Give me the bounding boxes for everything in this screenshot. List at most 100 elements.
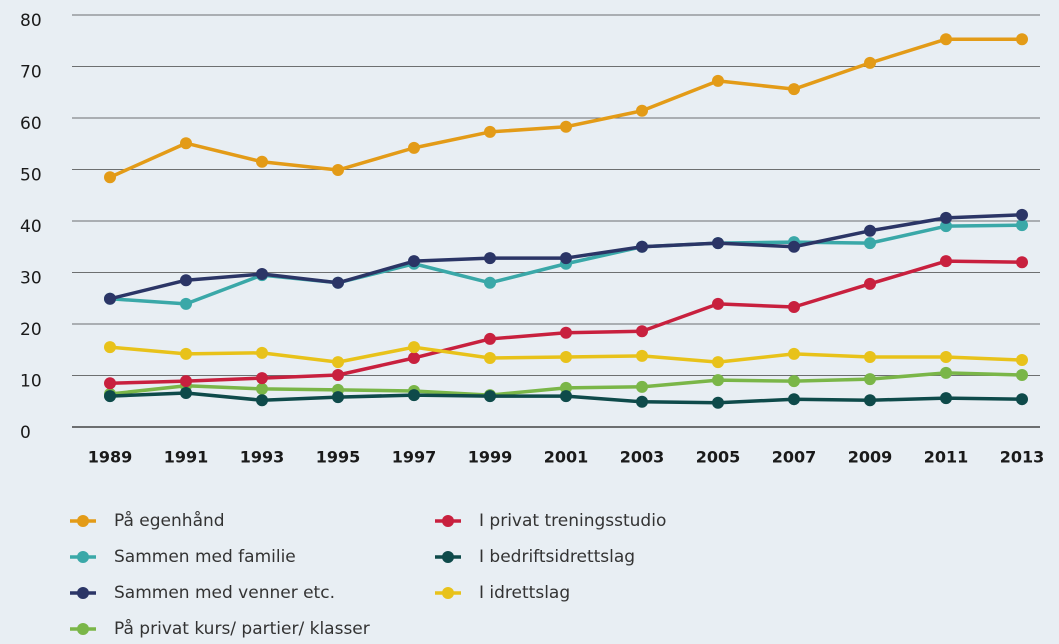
x-tick-label: 1999 <box>468 448 513 467</box>
data-point <box>256 346 268 359</box>
data-point <box>788 393 800 406</box>
x-tick-label: 1995 <box>316 448 361 467</box>
x-tick-label: 1993 <box>240 448 285 467</box>
data-point <box>864 373 876 386</box>
y-tick-label: 70 <box>20 63 42 83</box>
data-point <box>940 220 952 233</box>
data-point <box>484 125 496 138</box>
data-point <box>788 240 800 253</box>
data-point <box>180 137 192 150</box>
legend-label: På egenhånd <box>114 510 225 531</box>
data-point <box>104 377 116 390</box>
data-point <box>788 375 800 388</box>
data-point <box>712 356 724 369</box>
legend-label: I idrettslag <box>479 583 570 603</box>
x-tick-label: 1991 <box>164 448 209 467</box>
data-point <box>864 350 876 363</box>
data-point <box>180 387 192 400</box>
data-point <box>332 276 344 289</box>
data-point <box>636 325 648 338</box>
data-point <box>636 395 648 408</box>
data-point <box>256 382 268 395</box>
data-point <box>332 164 344 177</box>
y-tick-label: 40 <box>20 217 42 237</box>
data-point <box>408 141 420 154</box>
y-tick-label: 10 <box>20 372 42 392</box>
data-point <box>256 155 268 168</box>
data-point <box>712 396 724 409</box>
data-point <box>788 83 800 96</box>
legend-label: Sammen med venner etc. <box>114 583 335 603</box>
data-point <box>180 274 192 287</box>
data-point <box>408 351 420 364</box>
data-point <box>332 368 344 381</box>
data-point <box>1016 354 1028 367</box>
data-point <box>1016 219 1028 232</box>
data-point <box>864 277 876 290</box>
data-point <box>560 390 572 403</box>
data-point <box>636 104 648 117</box>
data-point <box>408 389 420 402</box>
data-point <box>104 292 116 305</box>
data-point <box>256 268 268 281</box>
x-tick-label: 1989 <box>88 448 133 467</box>
data-point <box>788 301 800 314</box>
x-tick-label: 2009 <box>848 448 893 467</box>
data-point <box>484 332 496 345</box>
data-point <box>712 74 724 87</box>
data-point <box>1016 393 1028 406</box>
data-point <box>864 394 876 407</box>
data-point <box>864 56 876 69</box>
data-point <box>1016 256 1028 269</box>
data-point <box>180 375 192 388</box>
data-point <box>332 391 344 404</box>
data-point <box>180 347 192 360</box>
x-tick-label: 2003 <box>620 448 665 467</box>
data-point <box>560 326 572 339</box>
legend-dot <box>77 515 89 527</box>
legend-label: Sammen med familie <box>114 547 296 567</box>
data-point <box>940 366 952 379</box>
legend-label: I bedriftsidrettslag <box>479 547 635 567</box>
data-point <box>864 237 876 250</box>
x-tick-label: 2001 <box>544 448 589 467</box>
legend-label: I privat treningsstudio <box>479 511 666 531</box>
legend-label: På privat kurs/ partier/ klasser <box>114 618 370 639</box>
legend-dot <box>77 587 89 599</box>
data-point <box>484 276 496 289</box>
data-point <box>408 341 420 354</box>
data-point <box>484 252 496 265</box>
data-point <box>940 33 952 46</box>
data-point <box>636 349 648 362</box>
data-point <box>256 372 268 385</box>
y-tick-label: 0 <box>20 423 31 443</box>
data-point <box>636 240 648 253</box>
data-point <box>1016 33 1028 46</box>
data-point <box>940 255 952 268</box>
y-tick-label: 20 <box>20 320 42 340</box>
data-point <box>940 211 952 224</box>
data-point <box>484 351 496 364</box>
data-point <box>104 171 116 184</box>
data-point <box>1016 368 1028 381</box>
data-point <box>788 347 800 360</box>
y-tick-label: 80 <box>20 11 42 31</box>
legend-dot <box>77 551 89 563</box>
x-tick-label: 2011 <box>924 448 969 467</box>
data-point <box>712 297 724 310</box>
series-line <box>109 37 1022 179</box>
data-point <box>560 120 572 133</box>
data-point <box>712 374 724 387</box>
data-point <box>940 392 952 405</box>
data-point <box>560 252 572 265</box>
data-point <box>940 350 952 363</box>
data-point <box>712 237 724 250</box>
legend-dot <box>442 587 454 599</box>
y-tick-label: 30 <box>20 269 42 289</box>
data-point <box>256 394 268 407</box>
data-point <box>104 390 116 403</box>
x-tick-label: 2005 <box>696 448 741 467</box>
data-point <box>180 297 192 310</box>
data-point <box>1016 208 1028 221</box>
